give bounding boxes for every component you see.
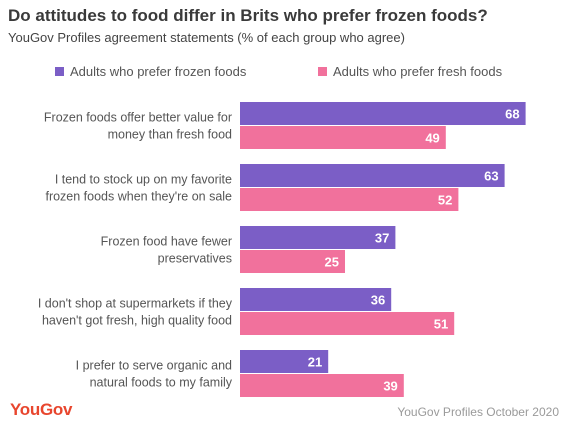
data-label-fresh-1: 52 xyxy=(438,193,452,208)
category-label-2: Frozen food have fewer preservatives xyxy=(101,235,232,266)
category-label-line: I prefer to serve organic and xyxy=(76,359,232,373)
chart-subtitle: YouGov Profiles agreement statements (% … xyxy=(8,30,405,45)
category-label-line: Frozen food have fewer xyxy=(101,235,232,249)
category-label-line: preservatives xyxy=(158,252,232,266)
data-label-fresh-0: 49 xyxy=(425,131,439,146)
data-label-frozen-4: 21 xyxy=(308,355,322,370)
category-label-1: I tend to stock up on my favorite frozen … xyxy=(45,173,232,204)
bar-fresh-2 xyxy=(240,250,345,273)
category-label-0: Frozen foods offer better value for money… xyxy=(44,111,232,142)
chart-title: Do attitudes to food differ in Brits who… xyxy=(8,6,488,25)
category-label-line: frozen foods when they're on sale xyxy=(45,190,232,204)
category-label-line: I don't shop at supermarkets if they xyxy=(38,297,233,311)
bar-frozen-3 xyxy=(240,288,392,311)
data-label-frozen-3: 36 xyxy=(371,293,385,308)
category-label-line: natural foods to my family xyxy=(90,376,233,390)
bar-frozen-0 xyxy=(240,102,526,125)
bar-fresh-4 xyxy=(240,374,404,397)
category-label-line: haven't got fresh, high quality food xyxy=(42,314,232,328)
bar-frozen-4 xyxy=(240,350,329,373)
bar-fresh-1 xyxy=(240,188,459,211)
data-label-fresh-3: 51 xyxy=(434,317,448,332)
data-label-frozen-0: 68 xyxy=(505,107,519,122)
category-label-4: I prefer to serve organic and natural foo… xyxy=(76,359,233,390)
category-label-line: money than fresh food xyxy=(108,128,232,142)
bar-frozen-2 xyxy=(240,226,396,249)
source-note: YouGov Profiles October 2020 xyxy=(397,405,559,419)
bar-fresh-0 xyxy=(240,126,446,149)
data-label-frozen-1: 63 xyxy=(484,169,498,184)
bar-frozen-1 xyxy=(240,164,505,187)
bar-fresh-3 xyxy=(240,312,455,335)
yougov-logo: YouGov xyxy=(10,400,73,419)
category-label-line: I tend to stock up on my favorite xyxy=(55,173,232,187)
category-label-line: Frozen foods offer better value for xyxy=(44,111,232,125)
category-label-3: I don't shop at supermarkets if they have… xyxy=(38,297,233,328)
data-label-frozen-2: 37 xyxy=(375,231,389,246)
data-label-fresh-4: 39 xyxy=(383,379,397,394)
data-label-fresh-2: 25 xyxy=(325,255,339,270)
